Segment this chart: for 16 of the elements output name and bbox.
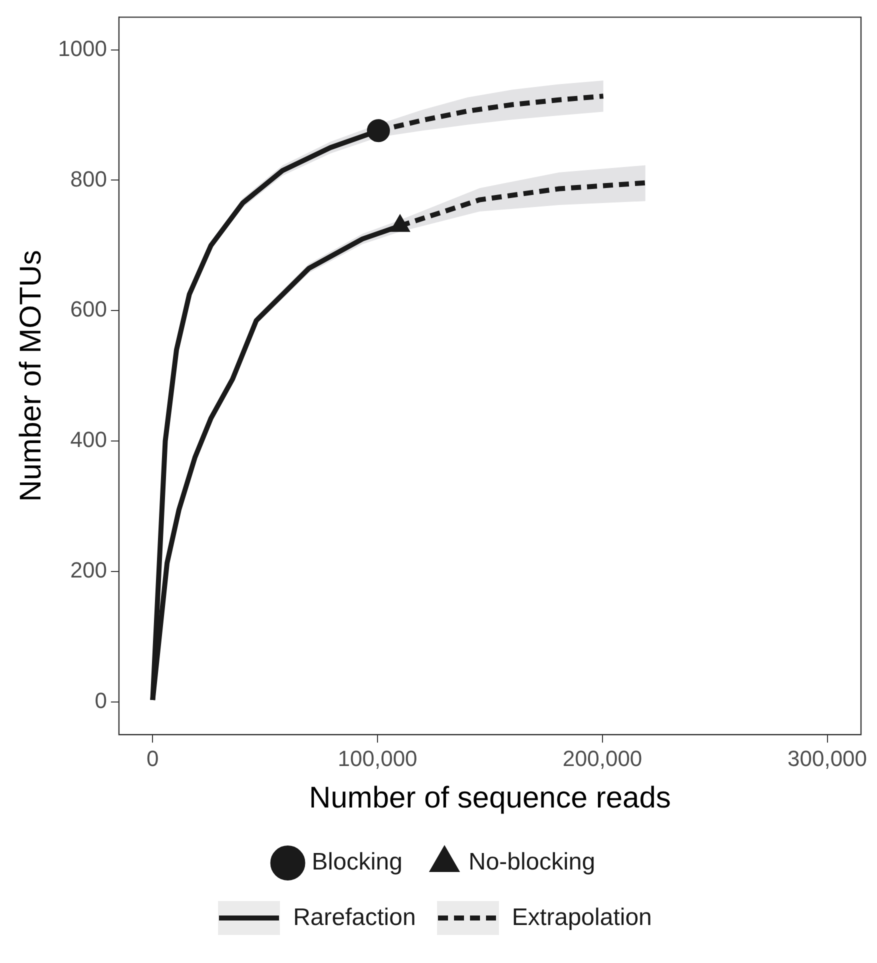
y-tick-label: 800 xyxy=(70,166,107,192)
x-axis-title: Number of sequence reads xyxy=(309,781,671,814)
x-tick-label: 300,000 xyxy=(788,746,868,771)
y-tick-label: 0 xyxy=(94,688,107,714)
legend-label: Rarefaction xyxy=(293,904,416,932)
x-tick-label: 100,000 xyxy=(338,746,418,771)
y-tick-label: 200 xyxy=(70,558,107,583)
y-axis-title: Number of MOTUs xyxy=(14,250,48,502)
y-tick-label: 600 xyxy=(70,296,107,322)
legend-label: Blocking xyxy=(312,848,402,876)
x-tick-label: 200,000 xyxy=(562,746,642,771)
y-tick-label: 1000 xyxy=(58,36,107,61)
x-tick-label: 0 xyxy=(146,746,159,771)
legend-label: Extrapolation xyxy=(512,904,652,932)
y-tick-label: 400 xyxy=(70,427,107,452)
legend-label: No-blocking xyxy=(468,848,596,876)
